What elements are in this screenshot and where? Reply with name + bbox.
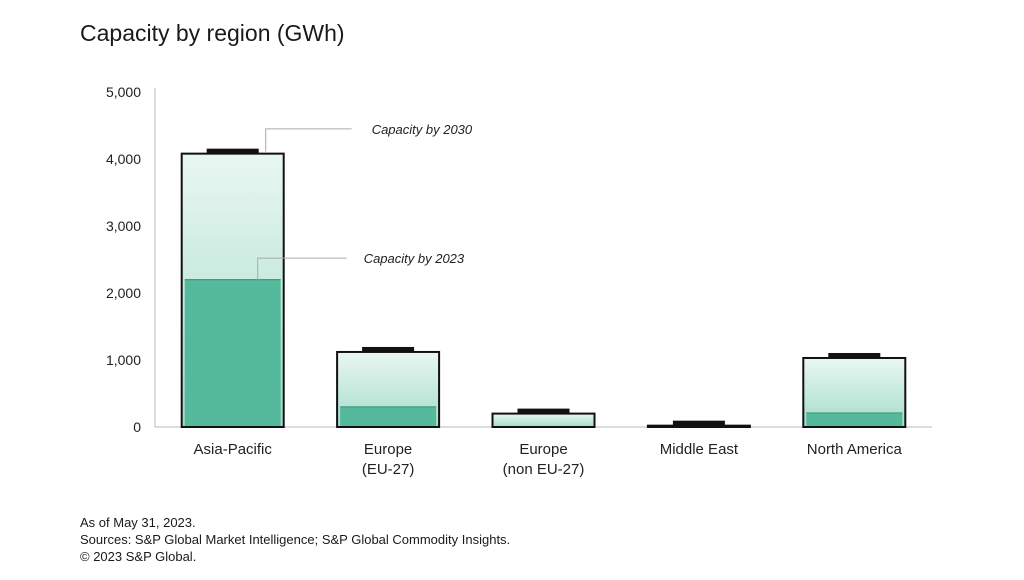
bar-top-marker	[206, 148, 259, 154]
y-tick-label: 0	[133, 419, 141, 435]
y-tick-label: 2,000	[106, 285, 141, 301]
axis-layer: 0 1,000 2,000 3,000 4,000 5,000 Asia-Pacific Eu…	[106, 84, 932, 478]
chart-footer: As of May 31, 2023. Sources: S&P Global …	[80, 514, 510, 565]
y-tick-label: 5,000	[106, 84, 141, 100]
bar-top-marker	[828, 352, 881, 358]
bar-capacity-2023	[340, 406, 437, 427]
x-category-label: North America	[807, 441, 903, 458]
annotation-leader-2030	[265, 128, 352, 152]
chart-title: Capacity by region (GWh)	[80, 20, 345, 46]
annotation-layer: Capacity by 2030 Capacity by 2023	[257, 122, 473, 280]
bar-top-marker	[517, 408, 570, 414]
bar-capacity-2030	[492, 413, 595, 427]
footer-copyright: © 2023 S&P Global.	[80, 549, 197, 564]
bars-layer	[180, 148, 907, 429]
bar-outline	[646, 424, 751, 429]
x-category-label: Europe (non EU-27)	[503, 441, 585, 478]
annotation-capacity-2030: Capacity by 2030	[372, 122, 473, 137]
bar-capacity-2023	[806, 412, 903, 427]
footer-sources: Sources: S&P Global Market Intelligence;…	[80, 532, 511, 547]
x-category-label: Middle East	[660, 441, 739, 458]
bar-top-marker	[362, 346, 415, 352]
y-tick-label: 3,000	[106, 218, 141, 234]
annotation-capacity-2023: Capacity by 2023	[364, 251, 465, 266]
x-category-label: Europe (EU-27)	[362, 441, 415, 478]
y-tick-label: 4,000	[106, 151, 141, 167]
bar-capacity-2023	[184, 279, 281, 427]
footer-date-note: As of May 31, 2023.	[80, 515, 196, 530]
bar-top-marker	[672, 420, 725, 426]
bar-chart: 0 1,000 2,000 3,000 4,000 5,000 Asia-Pacific Eu…	[106, 84, 932, 478]
y-tick-label: 1,000	[106, 352, 141, 368]
annotation-leader-2023	[257, 257, 347, 280]
x-category-label: Asia-Pacific	[194, 441, 273, 458]
